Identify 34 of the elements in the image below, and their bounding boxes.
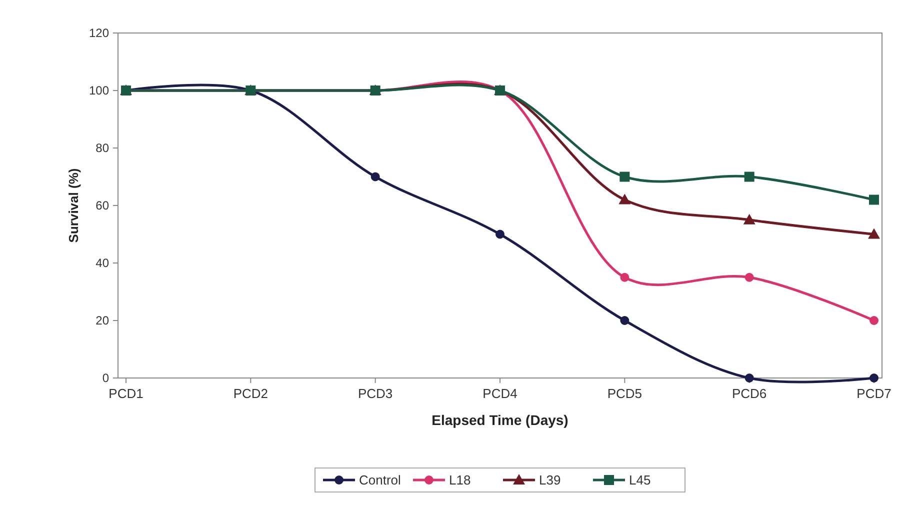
point bbox=[620, 172, 630, 182]
legend-label: L18 bbox=[449, 472, 471, 488]
x-tick-label: PCD5 bbox=[607, 386, 642, 401]
x-tick-label: PCD6 bbox=[732, 386, 767, 401]
legend-label: L45 bbox=[629, 472, 651, 488]
y-tick-label: 120 bbox=[88, 26, 110, 40]
point bbox=[618, 194, 631, 204]
x-tick-label: PCD7 bbox=[856, 386, 892, 401]
y-tick-label: 20 bbox=[96, 314, 110, 328]
x-tick-label: PCD2 bbox=[233, 386, 268, 401]
point bbox=[744, 172, 754, 182]
point bbox=[496, 230, 504, 239]
point bbox=[620, 272, 630, 282]
point bbox=[744, 374, 754, 382]
y-tick-label: 0 bbox=[102, 371, 110, 386]
point bbox=[370, 172, 380, 182]
point bbox=[744, 272, 754, 282]
legend-label: L39 bbox=[539, 472, 561, 488]
y-axis-title: Survival (%) bbox=[66, 168, 81, 243]
legend-label: Control bbox=[359, 472, 402, 488]
point bbox=[620, 316, 630, 325]
point bbox=[743, 214, 756, 224]
y-tick-label: 40 bbox=[96, 256, 110, 270]
point bbox=[870, 374, 878, 382]
y-tick-label: 100 bbox=[88, 84, 110, 98]
x-tick-label: PCD1 bbox=[108, 386, 144, 401]
point bbox=[868, 228, 880, 239]
y-tick-label: 80 bbox=[96, 141, 110, 156]
x-tick-label: PCD4 bbox=[482, 386, 518, 401]
point bbox=[870, 316, 878, 325]
x-tick-label: PCD3 bbox=[358, 386, 393, 401]
x-axis-title: Elapsed Time (Days) bbox=[432, 412, 568, 428]
point bbox=[869, 194, 879, 205]
y-tick-label: 60 bbox=[96, 198, 110, 213]
